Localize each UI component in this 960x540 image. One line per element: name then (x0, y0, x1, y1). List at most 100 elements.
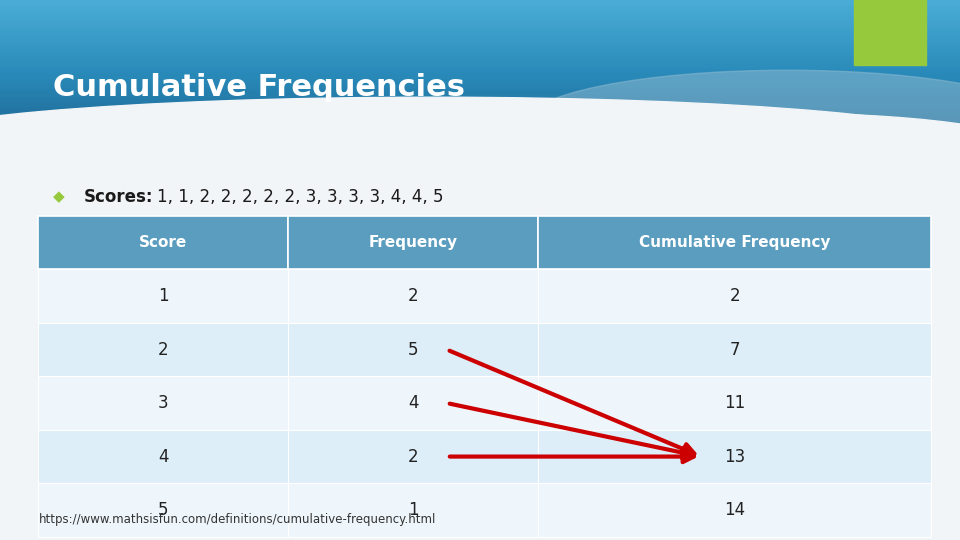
Bar (0, 18, 960, 20)
Bar (0, 65, 960, 68)
Bar (288, 483, 539, 537)
Text: 13: 13 (724, 448, 745, 465)
Bar (539, 430, 931, 483)
Bar (288, 376, 539, 430)
Bar (0, 38, 960, 40)
Bar (0, 68, 960, 71)
Bar (0, 116, 960, 118)
Bar (0, 60, 960, 63)
Bar (0, 56, 960, 58)
Bar (539, 376, 931, 430)
Text: 1: 1 (158, 287, 169, 305)
Bar (0, 30, 960, 33)
Bar (0, 139, 960, 141)
Bar (0, 28, 960, 30)
Bar (0, 144, 960, 146)
Text: 2: 2 (730, 287, 740, 305)
Bar (0, 109, 960, 111)
Bar (0, 93, 960, 96)
Text: 2: 2 (408, 448, 419, 465)
Bar (0, 50, 960, 53)
Bar (0, 91, 960, 93)
Text: Frequency: Frequency (369, 235, 458, 250)
Bar (38, 430, 288, 483)
Bar (854, 0, 926, 65)
Text: 3: 3 (158, 394, 169, 412)
Bar (0, 136, 960, 139)
Bar (0, 129, 960, 131)
Ellipse shape (523, 113, 960, 200)
Bar (0, 48, 960, 50)
Bar (0, 40, 960, 43)
Ellipse shape (523, 70, 960, 178)
Bar (0, 8, 960, 10)
Bar (539, 216, 931, 269)
Bar (0, 3, 960, 5)
Bar (0, 113, 960, 116)
Bar (0, 101, 960, 103)
Text: 2: 2 (158, 341, 169, 359)
Text: 1, 1, 2, 2, 2, 2, 2, 3, 3, 3, 3, 4, 4, 5: 1, 1, 2, 2, 2, 2, 2, 3, 3, 3, 3, 4, 4, 5 (157, 188, 444, 206)
Text: Cumulative Frequency: Cumulative Frequency (639, 235, 830, 250)
Bar (0, 126, 960, 129)
Bar (0, 148, 960, 151)
Bar (0, 96, 960, 98)
Bar (0, 73, 960, 76)
Bar (0, 71, 960, 73)
Bar (38, 323, 288, 376)
Bar (288, 323, 539, 376)
Bar (0, 5, 960, 8)
Bar (0, 121, 960, 124)
Text: 4: 4 (158, 448, 169, 465)
Bar (0, 15, 960, 18)
Bar (38, 269, 288, 323)
Bar (0, 111, 960, 113)
Bar (0, 58, 960, 60)
Bar (539, 269, 931, 323)
Bar (0, 83, 960, 86)
Bar (0, 103, 960, 106)
Bar (288, 216, 539, 269)
Bar (38, 216, 288, 269)
Text: 7: 7 (730, 341, 740, 359)
Bar (0, 25, 960, 28)
Bar (0, 53, 960, 56)
Bar (0, 131, 960, 133)
Bar (0, 80, 960, 83)
Bar (0, 20, 960, 23)
Text: Scores:: Scores: (84, 188, 153, 206)
Bar (0, 0, 960, 3)
Bar (0, 146, 960, 148)
Bar (0, 45, 960, 48)
Bar (288, 269, 539, 323)
Bar (0, 23, 960, 25)
Text: 4: 4 (408, 394, 419, 412)
Bar (0, 33, 960, 35)
Bar (0, 88, 960, 91)
Bar (0, 10, 960, 12)
Bar (0, 98, 960, 101)
Bar (0, 78, 960, 80)
Bar (0, 35, 960, 38)
Ellipse shape (0, 97, 960, 194)
Text: ◆: ◆ (53, 190, 64, 205)
Bar (0, 141, 960, 144)
Bar (38, 376, 288, 430)
Text: 5: 5 (158, 501, 169, 519)
Text: Score: Score (139, 235, 187, 250)
Text: Cumulative Frequencies: Cumulative Frequencies (53, 73, 465, 102)
Text: 5: 5 (408, 341, 419, 359)
Bar (0, 63, 960, 65)
Text: https://www.mathsisfun.com/definitions/cumulative-frequency.html: https://www.mathsisfun.com/definitions/c… (38, 514, 436, 526)
Bar (0, 106, 960, 109)
Bar (0, 86, 960, 88)
Text: 11: 11 (724, 394, 745, 412)
Bar (0, 76, 960, 78)
Bar (0, 12, 960, 15)
Text: 2: 2 (408, 287, 419, 305)
Bar (0, 118, 960, 121)
Text: 1: 1 (408, 501, 419, 519)
Bar (0, 124, 960, 126)
Bar (0, 43, 960, 45)
Bar (0, 133, 960, 136)
